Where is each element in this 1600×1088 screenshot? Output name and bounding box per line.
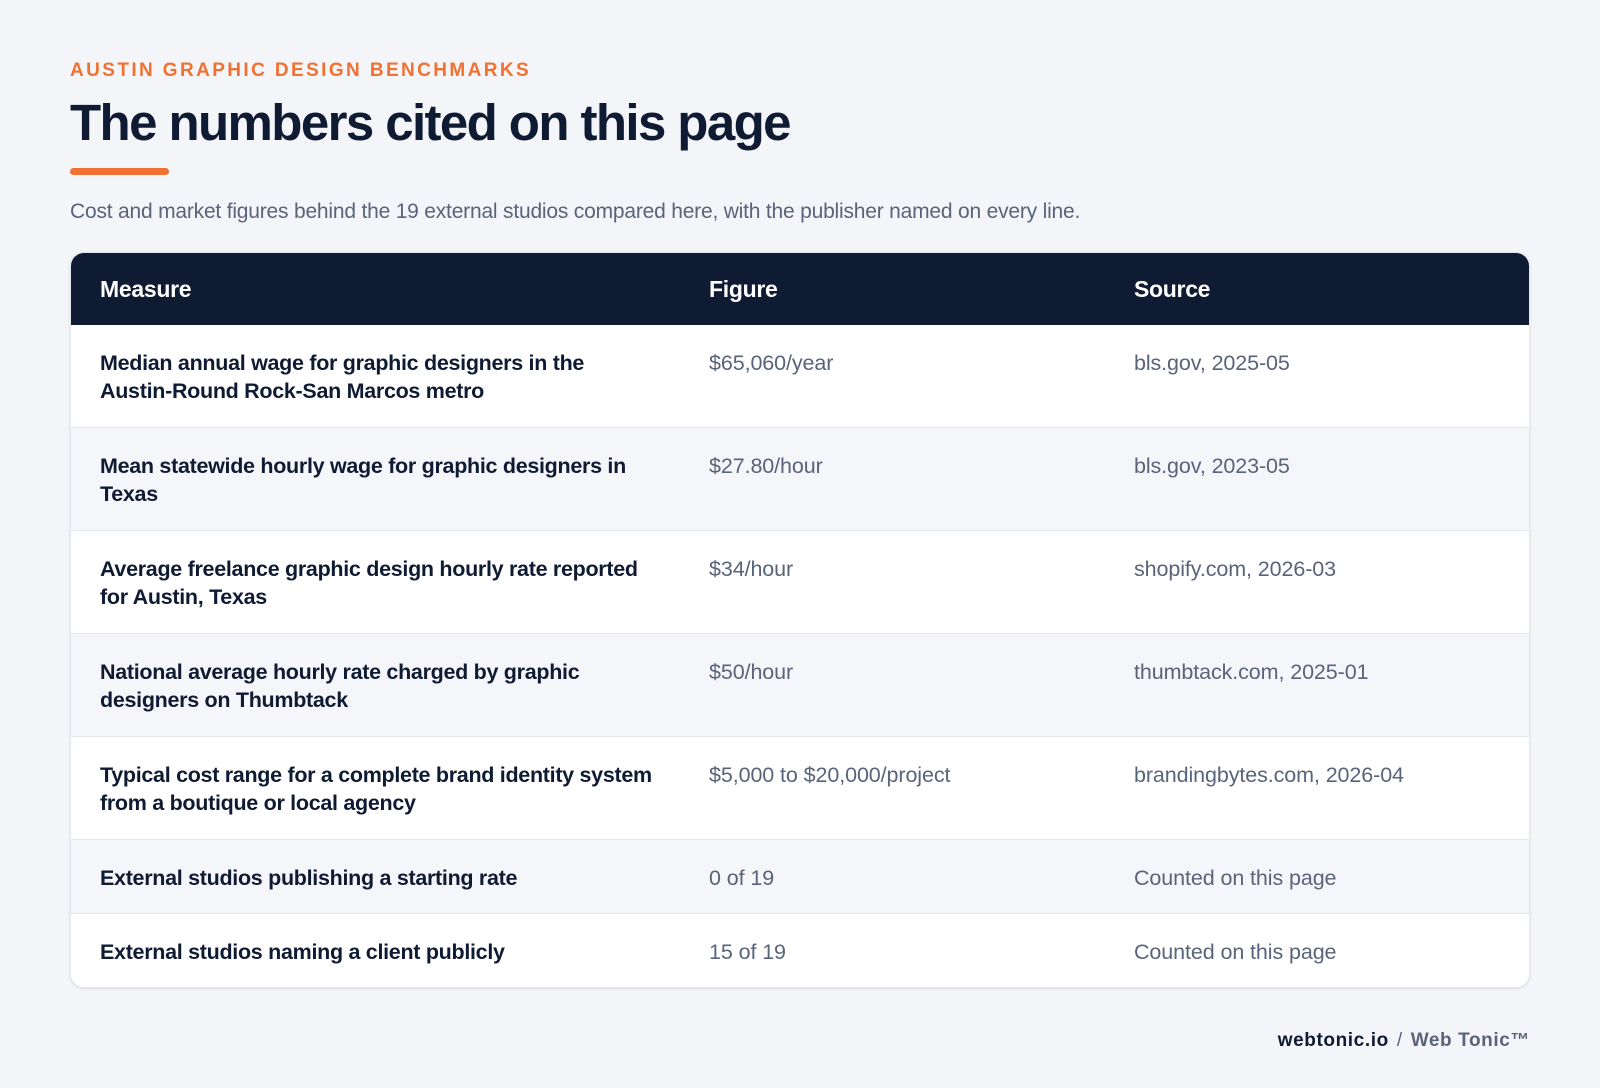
source-cell: shopify.com, 2026-03: [1134, 557, 1336, 581]
figure-cell: 0 of 19: [709, 866, 775, 890]
source-cell: bls.gov, 2025-05: [1134, 351, 1290, 375]
figure-cell: $50/hour: [709, 660, 794, 684]
source-cell: Counted on this page: [1134, 940, 1337, 964]
column-header-measure: Measure: [100, 275, 192, 302]
footer-brand: Web Tonic™: [1410, 1030, 1530, 1051]
source-cell: bls.gov, 2023-05: [1134, 454, 1290, 478]
measure-cell: Median annual wage for graphic designers…: [100, 351, 585, 403]
eyebrow-label: AUSTIN GRAPHIC DESIGN BENCHMARKS: [70, 60, 532, 81]
page-title: The numbers cited on this page: [70, 94, 792, 151]
table-row: Typical cost range for a complete brand …: [71, 736, 1529, 840]
table-header-row: Measure Figure Source: [71, 253, 1529, 325]
measure-cell: National average hourly rate charged by …: [100, 660, 580, 712]
table-header: Measure Figure Source: [71, 253, 1529, 325]
measure-cell: External studios naming a client publicl…: [100, 940, 505, 964]
figure-cell: $5,000 to $20,000/project: [709, 763, 951, 787]
table-row: Median annual wage for graphic designers…: [71, 325, 1529, 428]
column-header-source: Source: [1134, 275, 1211, 302]
source-cell: thumbtack.com, 2025-01: [1134, 660, 1369, 684]
footer-separator: /: [1396, 1030, 1403, 1051]
page-subtitle: Cost and market figures behind the 19 ex…: [70, 200, 1081, 223]
figure-cell: $34/hour: [709, 557, 794, 581]
column-header-figure: Figure: [709, 275, 778, 302]
source-cell: brandingbytes.com, 2026-04: [1134, 763, 1404, 787]
measure-cell: Average freelance graphic design hourly …: [100, 557, 638, 609]
measure-cell: Mean statewide hourly wage for graphic d…: [100, 454, 626, 506]
benchmarks-table-card: Measure Figure Source Median annual wage…: [70, 252, 1530, 988]
figure-cell: 15 of 19: [709, 940, 786, 964]
title-underline-accent: [70, 168, 169, 175]
footer-domain: webtonic.io: [1277, 1030, 1389, 1051]
figure-cell: $27.80/hour: [709, 454, 823, 478]
footer-credit: webtonic.io / Web Tonic™: [1278, 1030, 1530, 1052]
table-body: Median annual wage for graphic designers…: [71, 325, 1529, 987]
source-cell: Counted on this page: [1134, 866, 1337, 890]
figure-cell: $65,060/year: [709, 351, 834, 375]
table-row: National average hourly rate charged by …: [71, 633, 1529, 737]
table-row: External studios publishing a starting r…: [71, 839, 1529, 914]
table-row: Mean statewide hourly wage for graphic d…: [71, 427, 1529, 531]
table-row: Average freelance graphic design hourly …: [71, 530, 1529, 634]
measure-cell: External studios publishing a starting r…: [100, 866, 518, 890]
table-row: External studios naming a client publicl…: [71, 913, 1529, 987]
benchmarks-table: Measure Figure Source Median annual wage…: [71, 253, 1529, 987]
measure-cell: Typical cost range for a complete brand …: [100, 763, 652, 815]
